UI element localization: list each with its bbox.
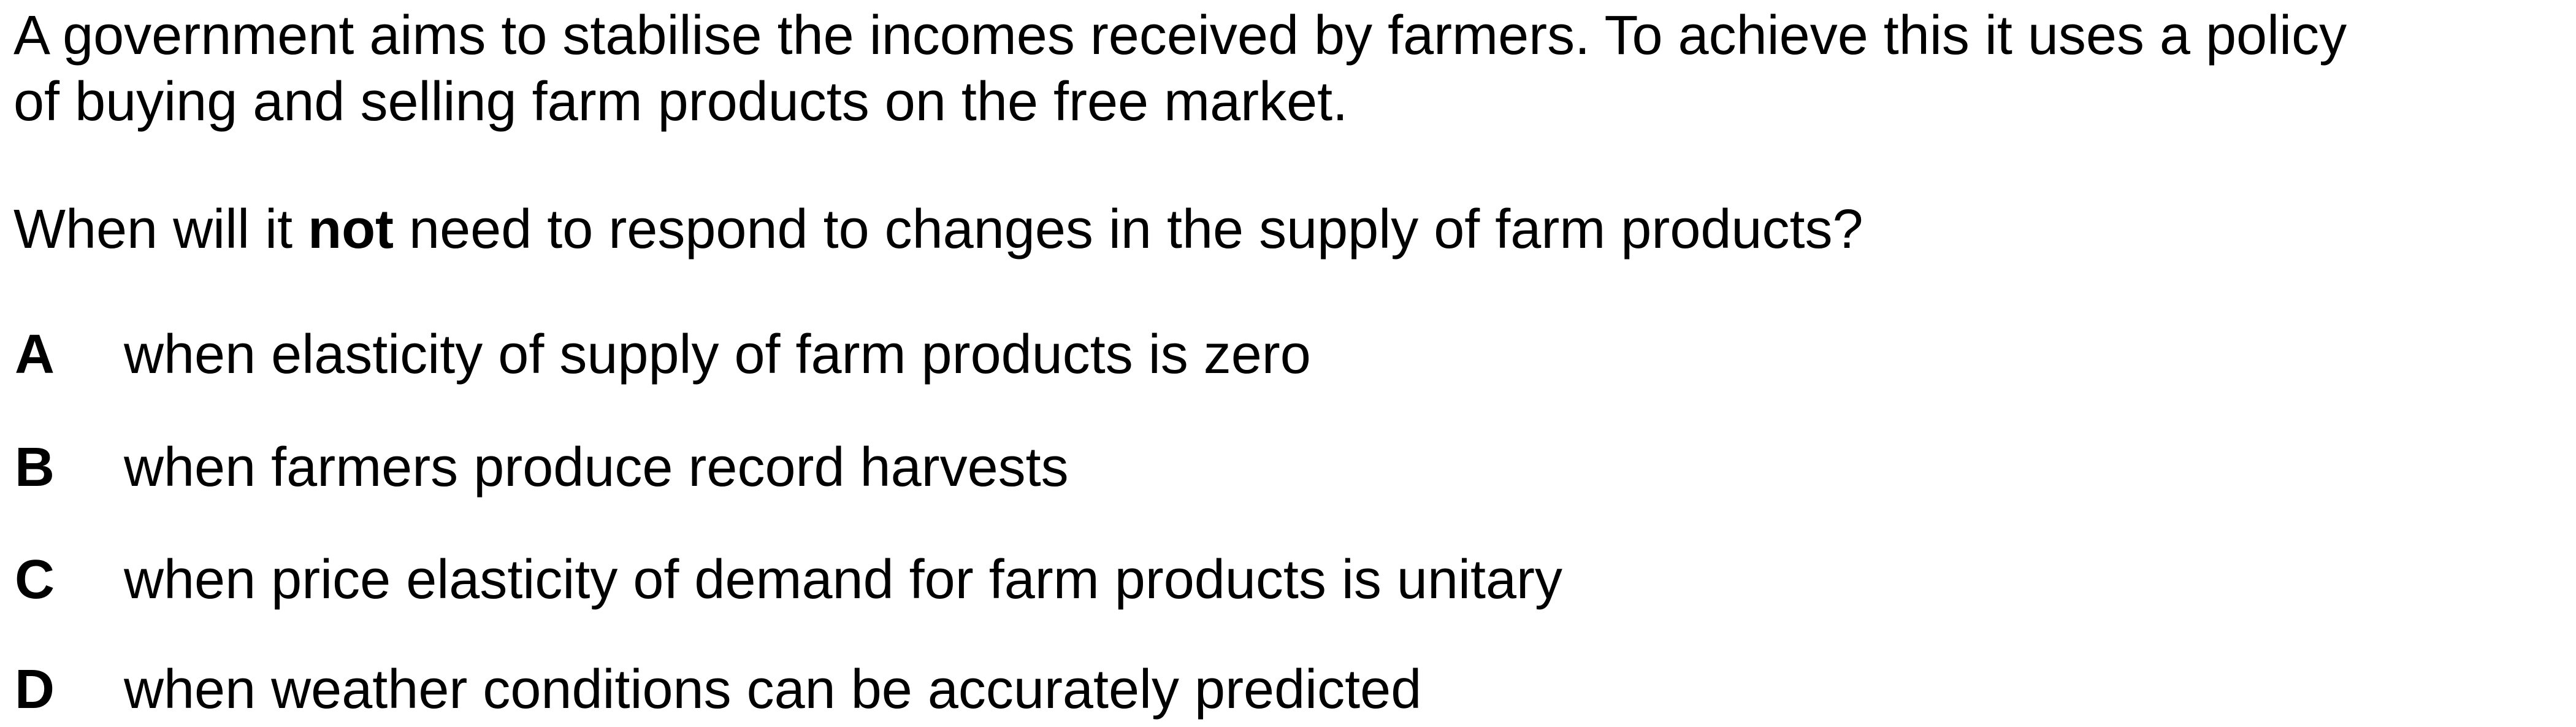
question-prompt-before: When will it: [13, 199, 308, 260]
question-prompt-after: need to respond to changes in the supply…: [394, 199, 1863, 260]
option-text-a: when elasticity of supply of farm produc…: [124, 324, 1311, 385]
answer-option-c[interactable]: C when price elasticity of demand for fa…: [0, 549, 2576, 617]
option-text-b: when farmers produce record harvests: [124, 437, 1069, 498]
answer-option-a[interactable]: A when elasticity of supply of farm prod…: [0, 324, 2576, 391]
answer-option-b[interactable]: B when farmers produce record harvests: [0, 437, 2576, 504]
option-letter-a: A: [15, 324, 55, 385]
option-letter-d: D: [15, 659, 55, 720]
option-text-d: when weather conditions can be accuratel…: [124, 659, 1422, 720]
option-text-c: when price elasticity of demand for farm…: [124, 549, 1563, 610]
question-stem-line-1: A government aims to stabilise the incom…: [13, 5, 2347, 66]
answer-option-d[interactable]: D when weather conditions can be accurat…: [0, 659, 2576, 726]
option-letter-c: C: [15, 549, 55, 610]
question-prompt: When will it not need to respond to chan…: [13, 199, 1863, 260]
question-stem-line-2: of buying and selling farm products on t…: [13, 71, 1348, 133]
option-letter-b: B: [15, 437, 55, 498]
question-prompt-emphasis: not: [308, 199, 394, 260]
